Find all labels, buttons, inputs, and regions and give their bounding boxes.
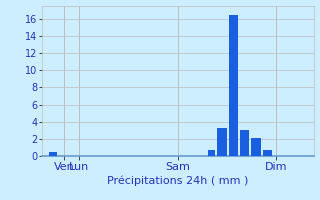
Bar xyxy=(49,152,57,156)
Bar xyxy=(208,150,215,156)
Bar xyxy=(263,150,272,156)
Bar xyxy=(228,15,238,156)
X-axis label: Précipitations 24h ( mm ): Précipitations 24h ( mm ) xyxy=(107,176,248,186)
Bar xyxy=(251,138,261,156)
Bar xyxy=(240,130,249,156)
Bar xyxy=(217,128,227,156)
